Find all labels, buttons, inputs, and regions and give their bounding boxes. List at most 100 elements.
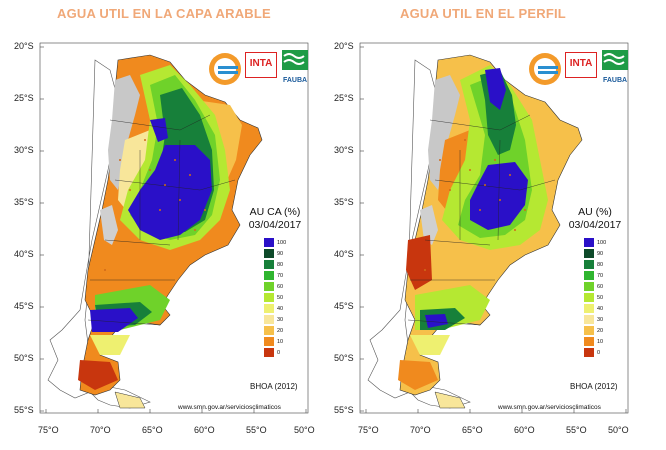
credit-label: BHOA (2012) <box>250 382 298 391</box>
smn-logo-icon <box>528 52 562 86</box>
legend-swatch <box>584 348 594 357</box>
legend-label: 50 <box>277 295 284 301</box>
legend-label: 10 <box>597 339 604 345</box>
lat-label-35: 35°S <box>14 197 34 207</box>
lon-label-50: 50°O <box>608 425 629 435</box>
lon-label-50: 50°O <box>294 425 315 435</box>
legend-label: 20 <box>597 328 604 334</box>
fauba-logo: FAUBA <box>280 48 310 84</box>
lat-label-30: 30°S <box>14 145 34 155</box>
lat-label-45: 45°S <box>334 301 354 311</box>
legend-swatch <box>264 293 274 302</box>
fauba-wave-icon <box>282 50 308 70</box>
credit-label: BHOA (2012) <box>570 382 618 391</box>
legend-swatch <box>264 238 274 247</box>
legend-label: 50 <box>597 295 604 301</box>
inta-logo: INTA <box>565 52 597 78</box>
lat-label-25: 25°S <box>14 93 34 103</box>
legend-label: 80 <box>277 262 284 268</box>
legend-label: 40 <box>597 306 604 312</box>
legend-date: 03/04/2017 <box>248 219 302 231</box>
legend-swatch <box>264 271 274 280</box>
legend-label: 10 <box>277 339 284 345</box>
left-map-title: AGUA UTIL EN LA CAPA ARABLE <box>57 6 271 21</box>
lon-label-70: 70°O <box>410 425 431 435</box>
legend-label: 60 <box>597 284 604 290</box>
legend-swatch <box>584 315 594 324</box>
legend-label: 90 <box>597 251 604 257</box>
lat-label-55: 55°S <box>334 405 354 415</box>
inta-logo: INTA <box>245 52 277 78</box>
smn-logo-icon <box>208 52 242 86</box>
legend-swatch <box>584 238 594 247</box>
legend-swatch <box>584 271 594 280</box>
legend-scale: 100 90 80 70 60 50 40 30 20 10 0 <box>264 238 304 358</box>
legend-swatch <box>584 260 594 269</box>
right-map-panel: INTA FAUBA 20°S 25°S 30°S 35°S 40°S 45°S… <box>320 40 638 450</box>
lat-label-40: 40°S <box>14 249 34 259</box>
legend-swatch <box>584 304 594 313</box>
legend-label: 100 <box>277 240 287 246</box>
legend-swatch <box>584 337 594 346</box>
legend-swatch <box>264 260 274 269</box>
lon-label-75: 75°O <box>358 425 379 435</box>
legend-title: AU CA (%) <box>249 206 301 218</box>
fauba-logo: FAUBA <box>600 48 630 84</box>
fauba-logo-text: FAUBA <box>282 77 308 84</box>
lon-label-70: 70°O <box>90 425 111 435</box>
legend-swatch <box>264 249 274 258</box>
lat-label-50: 50°S <box>14 353 34 363</box>
source-url: www.smn.gov.ar/serviciosclimaticos <box>178 404 281 411</box>
lon-label-65: 65°O <box>462 425 483 435</box>
fauba-wave-icon <box>602 50 628 70</box>
lat-label-50: 50°S <box>334 353 354 363</box>
inta-logo-text: INTA <box>569 58 593 69</box>
lat-label-35: 35°S <box>334 197 354 207</box>
legend-title: AU (%) <box>578 206 612 218</box>
lon-label-75: 75°O <box>38 425 59 435</box>
lat-label-45: 45°S <box>14 301 34 311</box>
lat-label-20: 20°S <box>14 41 34 51</box>
lon-label-65: 65°O <box>142 425 163 435</box>
legend-swatch <box>584 249 594 258</box>
legend-label: 0 <box>277 350 281 356</box>
legend-swatch <box>584 326 594 335</box>
legend-swatch <box>584 282 594 291</box>
legend-label: 100 <box>597 240 607 246</box>
legend-label: 60 <box>277 284 284 290</box>
source-url: www.smn.gov.ar/serviciosclimaticos <box>498 404 601 411</box>
legend-label: 70 <box>597 273 604 279</box>
legend-scale: 100 90 80 70 60 50 40 30 20 10 0 <box>584 238 624 358</box>
legend-label: 20 <box>277 328 284 334</box>
legend-swatch <box>264 348 274 357</box>
legend-date: 03/04/2017 <box>568 219 622 231</box>
legend-label: 40 <box>277 306 284 312</box>
lat-label-30: 30°S <box>334 145 354 155</box>
legend-label: 70 <box>277 273 284 279</box>
legend-swatch <box>264 304 274 313</box>
lat-label-55: 55°S <box>14 405 34 415</box>
legend-label: 90 <box>277 251 284 257</box>
lat-label-20: 20°S <box>334 41 354 51</box>
legend-swatch <box>264 282 274 291</box>
fauba-logo-text: FAUBA <box>602 77 628 84</box>
legend-swatch <box>264 326 274 335</box>
lat-label-40: 40°S <box>334 249 354 259</box>
lon-label-60: 60°O <box>514 425 535 435</box>
right-map-title: AGUA UTIL EN EL PERFIL <box>400 6 566 21</box>
left-map-panel: INTA FAUBA 20°S 25°S 30°S 35°S 40°S 45°S… <box>0 40 318 450</box>
legend-swatch <box>264 315 274 324</box>
legend-label: 30 <box>277 317 284 323</box>
legend-label: 30 <box>597 317 604 323</box>
legend-label: 80 <box>597 262 604 268</box>
right-map-canvas <box>359 42 629 414</box>
legend-label: 0 <box>597 350 601 356</box>
legend-swatch <box>264 337 274 346</box>
legend-swatch <box>584 293 594 302</box>
lon-label-55: 55°O <box>246 425 267 435</box>
lon-label-55: 55°O <box>566 425 587 435</box>
left-map-canvas <box>39 42 309 414</box>
lat-label-25: 25°S <box>334 93 354 103</box>
lon-label-60: 60°O <box>194 425 215 435</box>
inta-logo-text: INTA <box>249 58 273 69</box>
